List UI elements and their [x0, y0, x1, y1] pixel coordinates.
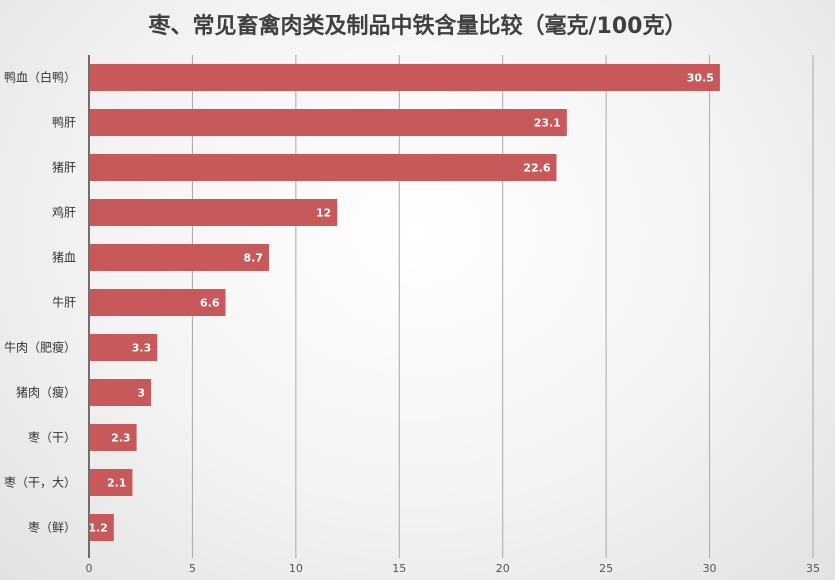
category-label: 枣（干） — [28, 431, 76, 445]
data-label: 2.3 — [111, 432, 131, 445]
category-label: 鸭肝 — [52, 116, 76, 130]
category-label: 猪肝 — [52, 161, 76, 175]
bar — [90, 64, 720, 91]
data-label: 22.6 — [523, 162, 550, 175]
category-label: 牛肝 — [52, 295, 76, 310]
category-label: 猪血 — [52, 251, 76, 265]
category-label: 鸭血（白鸭） — [4, 70, 76, 85]
bar — [90, 424, 137, 451]
x-tick-label: 15 — [392, 562, 406, 575]
data-label: 6.6 — [200, 297, 220, 310]
bar — [90, 514, 114, 541]
x-tick-label: 10 — [289, 562, 303, 575]
bar — [90, 334, 158, 361]
category-label: 枣（鲜） — [28, 521, 76, 535]
category-label: 猪肉（瘦） — [16, 385, 76, 400]
data-label: 1.2 — [88, 522, 108, 535]
chart-title: 枣、常见畜禽肉类及制品中铁含量比较（毫克/100克） — [148, 14, 687, 39]
x-tick-label: 0 — [86, 562, 93, 575]
bar — [90, 199, 338, 226]
data-label: 12 — [316, 207, 331, 220]
x-tick-label: 5 — [189, 562, 196, 575]
x-tick-label: 35 — [806, 562, 820, 575]
category-label: 枣（干，大） — [4, 476, 76, 490]
x-tick-label: 20 — [496, 562, 510, 575]
data-label: 3 — [137, 387, 145, 400]
bar — [90, 244, 269, 271]
data-label: 8.7 — [243, 252, 263, 265]
bar — [90, 469, 133, 496]
data-label: 2.1 — [107, 477, 127, 490]
x-tick-label: 25 — [599, 562, 613, 575]
bar — [90, 109, 567, 136]
category-label: 牛肉（肥瘦） — [4, 340, 76, 355]
data-label: 3.3 — [132, 342, 152, 355]
x-tick-label: 30 — [703, 562, 717, 575]
bar — [90, 379, 152, 406]
data-label: 23.1 — [534, 117, 561, 130]
category-label: 鸡肝 — [52, 205, 76, 220]
bar — [90, 154, 557, 181]
bar — [90, 289, 226, 316]
data-label: 30.5 — [687, 72, 714, 85]
